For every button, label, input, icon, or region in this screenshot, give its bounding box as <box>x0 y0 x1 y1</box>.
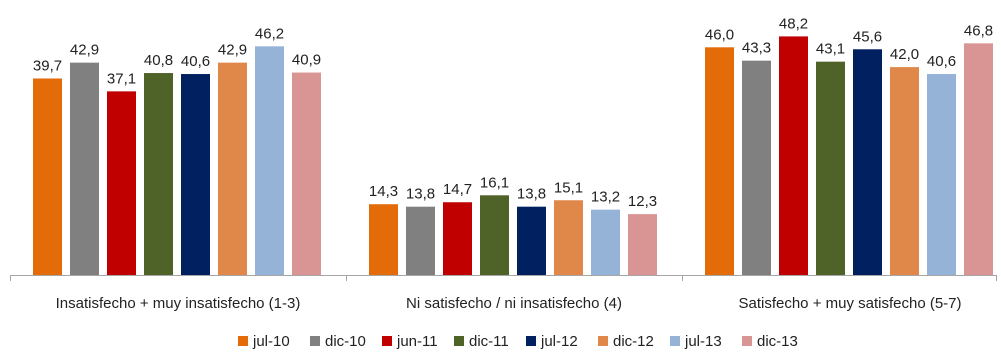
bar-dic-13-3 <box>964 43 993 276</box>
bar-jul-10-2 <box>369 204 398 275</box>
bar-jun-11-2 <box>443 202 472 275</box>
bar-jul-10-1 <box>33 78 62 275</box>
data-label: 42,9 <box>70 42 99 59</box>
data-label: 37,1 <box>107 70 136 87</box>
category-label: Satisfecho + muy satisfecho (5-7) <box>738 295 961 312</box>
bar-jun-11-1 <box>107 91 136 275</box>
legend-swatch-jul-10 <box>238 336 248 346</box>
bar-jul-13-3 <box>927 74 956 275</box>
data-label: 13,2 <box>591 189 620 206</box>
legend-item-jul-13: jul-13 <box>684 333 722 350</box>
data-label: 43,3 <box>742 40 771 57</box>
legend-swatch-dic-10 <box>310 336 320 346</box>
bar-jul-12-3 <box>853 49 882 275</box>
bar-dic-12-3 <box>890 67 919 275</box>
data-label: 46,0 <box>705 26 734 43</box>
data-label: 42,0 <box>890 46 919 63</box>
category-label: Ni satisfecho / ni insatisfecho (4) <box>406 295 622 312</box>
legend-item-dic-11: dic-11 <box>469 333 509 350</box>
legend-swatch-jul-12 <box>526 336 536 346</box>
bar-dic-13-2 <box>628 214 657 275</box>
legend-swatch-dic-13 <box>742 336 752 346</box>
data-label: 40,8 <box>144 52 173 69</box>
legend-item-jul-12: jul-12 <box>540 333 578 350</box>
data-label: 45,6 <box>853 28 882 45</box>
bar-dic-10-3 <box>742 60 771 275</box>
bar-dic-11-3 <box>816 61 845 275</box>
bar-jun-11-3 <box>779 36 808 275</box>
data-label: 39,7 <box>33 57 62 74</box>
bar-dic-11-2 <box>480 195 509 275</box>
data-label: 13,8 <box>517 186 546 203</box>
bar-dic-10-2 <box>406 206 435 275</box>
data-label: 46,8 <box>964 22 993 39</box>
data-label: 43,1 <box>816 41 845 58</box>
legend-item-jul-10: jul-10 <box>252 333 290 350</box>
legend-swatch-dic-12 <box>598 336 608 346</box>
data-label: 15,1 <box>554 179 583 196</box>
data-label: 40,9 <box>292 52 321 69</box>
legend-swatch-jul-13 <box>670 336 680 346</box>
data-label: 14,3 <box>369 183 398 200</box>
data-label: 40,6 <box>927 53 956 70</box>
legend-swatch-dic-11 <box>454 336 464 346</box>
data-label: 42,9 <box>218 42 247 59</box>
bar-dic-11-1 <box>144 73 173 275</box>
data-label: 13,8 <box>406 186 435 203</box>
data-label: 40,6 <box>181 53 210 70</box>
bar-dic-12-1 <box>218 62 247 275</box>
bar-jul-12-2 <box>517 206 546 275</box>
legend-item-jun-11: jun-11 <box>396 333 438 350</box>
data-label: 14,7 <box>443 181 472 198</box>
category-label: Insatisfecho + muy insatisfecho (1-3) <box>56 295 301 312</box>
bar-jul-10-3 <box>705 47 734 275</box>
data-label: 16,1 <box>480 174 509 191</box>
data-label: 12,3 <box>628 193 657 210</box>
bar-jul-12-1 <box>181 74 210 275</box>
bar-dic-13-1 <box>292 72 321 275</box>
bar-jul-13-2 <box>591 209 620 275</box>
legend-item-dic-12: dic-12 <box>613 333 654 350</box>
legend-item-dic-13: dic-13 <box>757 333 798 350</box>
bar-dic-10-1 <box>70 62 99 275</box>
legend-swatch-jun-11 <box>382 336 392 346</box>
bar-dic-12-2 <box>554 200 583 275</box>
legend-item-dic-10: dic-10 <box>325 333 366 350</box>
data-label: 46,2 <box>255 25 284 42</box>
bar-jul-13-1 <box>255 46 284 276</box>
data-label: 48,2 <box>779 15 808 32</box>
